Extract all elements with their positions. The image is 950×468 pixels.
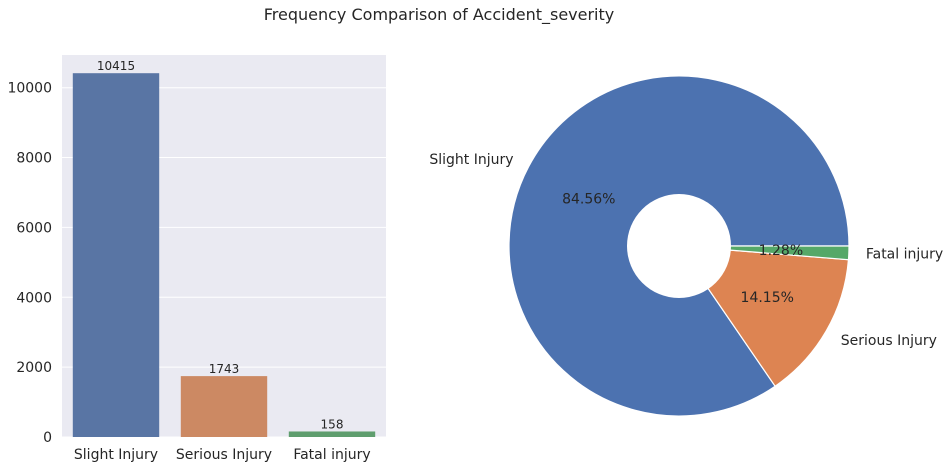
bar — [72, 73, 160, 437]
x-tick-label: Serious Injury — [176, 447, 272, 463]
bar-data-label: 10415 — [97, 59, 135, 73]
pie-percent-label: 14.15% — [741, 290, 794, 306]
y-tick-label: 2000 — [16, 360, 52, 376]
bar-chart: 0 2000 4000 6000 8000 10000 10415 Slight Injury… — [7, 55, 386, 463]
pie-slice — [678, 245, 850, 261]
pie-percent-label: 1.28% — [759, 243, 803, 259]
pie-category-label: Serious Injury — [841, 333, 937, 349]
pie-slice — [508, 75, 850, 417]
pie-category-label: Fatal injury — [866, 247, 943, 263]
x-tick-label: Slight Injury — [74, 447, 158, 463]
bar-data-label: 1743 — [209, 362, 240, 376]
figure-title: Frequency Comparison of Accident_severit… — [263, 5, 615, 24]
donut-hole — [627, 194, 731, 298]
bar-data-label: 158 — [321, 417, 344, 431]
y-tick-label: 4000 — [16, 290, 52, 306]
pie-percent-label: 84.56% — [562, 191, 615, 207]
y-tick-label: 0 — [43, 430, 52, 446]
y-tick-label: 6000 — [16, 220, 52, 236]
y-tick-label: 10000 — [7, 81, 52, 97]
pie-category-label: Slight Injury — [429, 152, 513, 168]
y-tick-label: 8000 — [16, 151, 52, 167]
x-tick-label: Fatal injury — [293, 447, 370, 463]
bar — [288, 431, 376, 437]
pie-slice — [677, 245, 850, 388]
bar — [180, 376, 268, 437]
